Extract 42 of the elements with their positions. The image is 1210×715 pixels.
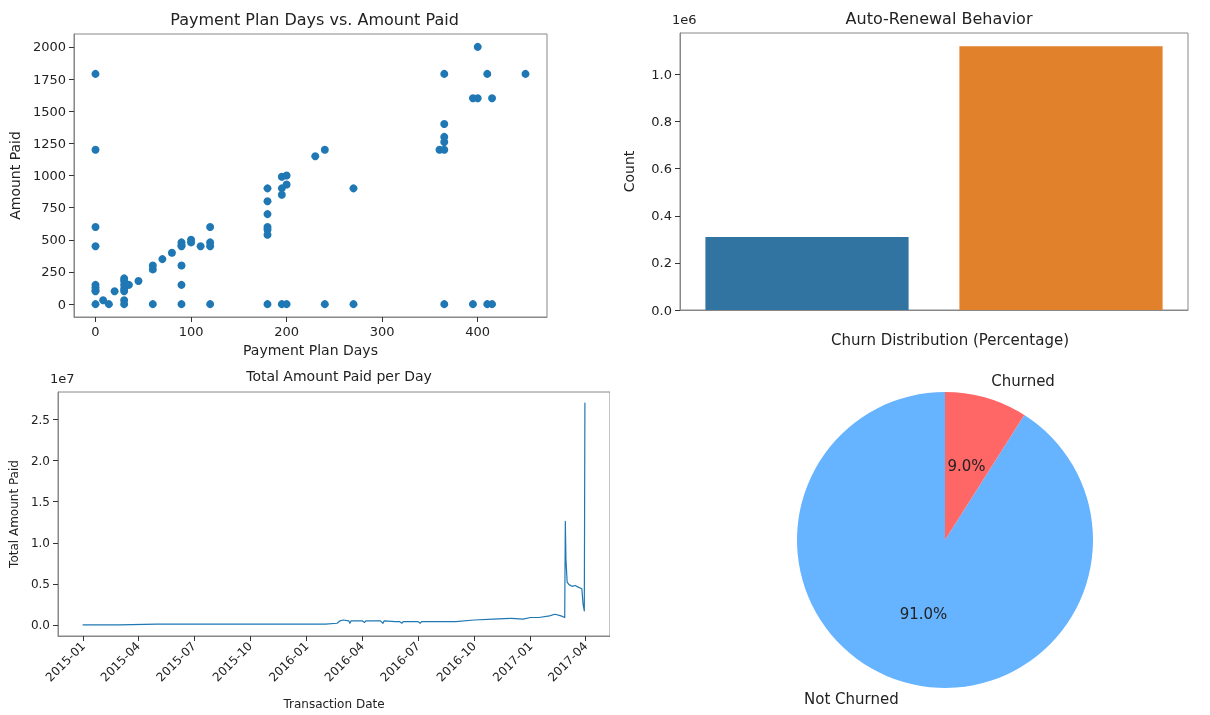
x-axis-title: Transaction Date (282, 697, 385, 711)
y-tick-label: 2000 (32, 39, 66, 55)
chart-title: Churn Distribution (Percentage) (830, 330, 1070, 349)
y-axis-title: Total Amount Paid (7, 460, 22, 569)
x-axis-title: Payment Plan Days (243, 342, 378, 358)
y-tick-label: 1500 (32, 103, 66, 119)
text: 1e6 (672, 12, 697, 27)
x-tick-label: 0 (91, 324, 100, 339)
slice-label: Not Churned (804, 690, 899, 709)
data-label: 91.0% (899, 604, 948, 623)
y-tick-label: 1.0 (651, 66, 672, 82)
slice-label: Churned (991, 371, 1055, 390)
chart-title: Total Amount Paid per Day (245, 368, 432, 384)
data-label: 9.0% (947, 457, 986, 476)
y-tick-label: 1250 (32, 135, 66, 151)
y-axis-title: Count (621, 150, 637, 193)
x-tick-label: 200 (274, 324, 300, 339)
y-tick-label: 750 (41, 200, 66, 216)
y-tick-label: 1.0 (30, 535, 50, 550)
text: 1e7 (50, 371, 75, 386)
y-tick-label: 0 (57, 296, 66, 312)
y-tick-label: 1750 (32, 71, 66, 87)
y-tick-label: 0.4 (651, 208, 672, 224)
y-tick-label: 0.5 (30, 576, 50, 591)
chart-title: Payment Plan Days vs. Amount Paid (170, 9, 459, 29)
x-tick-label: 100 (178, 324, 204, 339)
y-tick-label: 0.2 (651, 255, 672, 271)
y-tick-label: 2.0 (30, 453, 50, 468)
y-tick-label: 1000 (32, 168, 66, 183)
y-tick-label: 0.0 (651, 302, 672, 318)
x-tick-label: 300 (369, 324, 395, 339)
y-tick-label: 0.0 (30, 617, 50, 632)
y-tick-label: 1.5 (30, 494, 50, 509)
y-axis-title: Amount Paid (7, 131, 23, 220)
x-tick-label: 400 (465, 324, 491, 339)
y-tick-label: 500 (41, 232, 66, 248)
chart-title: Auto-Renewal Behavior (845, 8, 1033, 28)
y-tick-label: 2.5 (30, 412, 50, 427)
y-tick-label: 0.8 (651, 114, 672, 130)
line-series (82, 402, 586, 626)
y-tick-label: 0.6 (651, 161, 672, 177)
y-tick-label: 250 (41, 264, 66, 280)
